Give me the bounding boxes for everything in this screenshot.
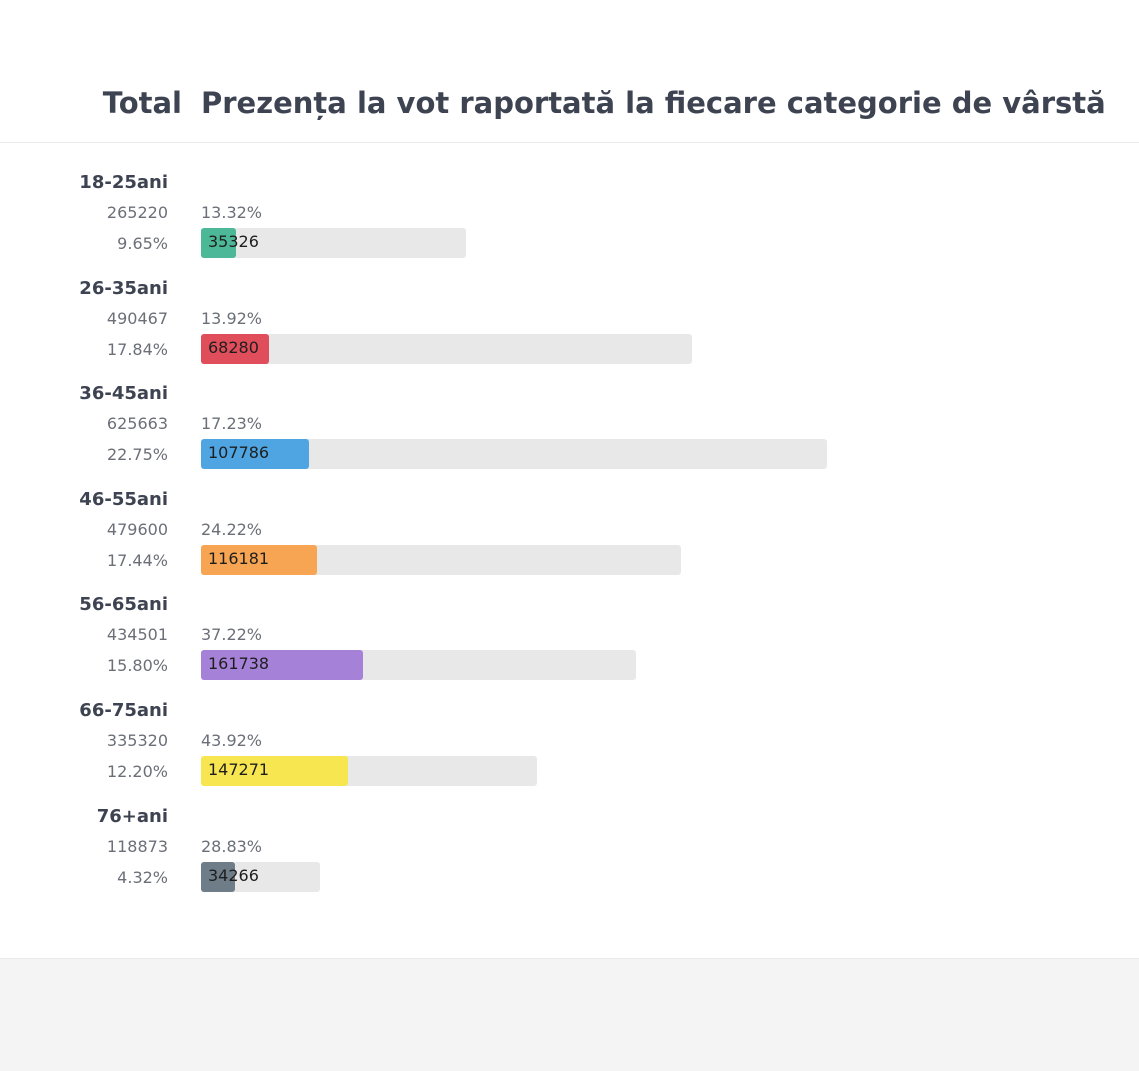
bar-fill: [201, 333, 269, 364]
age-group-share: 17.44%: [106, 550, 168, 570]
age-group: 18-25ani 265220 9.65% 13.32% 35326: [0, 172, 1139, 272]
total-column-heading: Total: [102, 86, 182, 120]
age-group-share: 4.32%: [117, 867, 168, 887]
age-group-share: 22.75%: [106, 445, 168, 465]
bar-track: 35326: [201, 228, 466, 258]
age-group-share: 15.80%: [106, 656, 168, 676]
age-group-total: 265220: [106, 203, 168, 222]
turnout-percent: 37.22%: [201, 625, 263, 645]
bar-fill: [201, 861, 235, 892]
age-group: 66-75ani 335320 12.20% 43.92% 147271: [0, 700, 1139, 800]
bar-fill: [201, 228, 236, 258]
chart-panel: Total Prezența la vot raportată la fieca…: [0, 0, 1139, 959]
bar-track: 107786: [201, 439, 827, 470]
age-group-label: 56-65ani: [79, 594, 168, 616]
age-group-share: 12.20%: [106, 762, 168, 781]
turnout-percent: 24.22%: [201, 519, 263, 539]
age-group-share: 9.65%: [117, 234, 168, 253]
age-group-total: 490467: [106, 308, 168, 328]
bar-fill: [201, 439, 309, 470]
age-group-total: 335320: [106, 731, 168, 750]
age-group-label: 66-75ani: [79, 700, 168, 721]
age-group: 76+ani 118873 4.32% 28.83% 34266: [0, 806, 1139, 906]
age-group: 56-65ani 434501 15.80% 37.22% 161738: [0, 594, 1139, 694]
turnout-percent: 28.83%: [201, 836, 263, 856]
bar-fill: [201, 650, 363, 681]
chart-header: Total Prezența la vot raportată la fieca…: [0, 0, 1139, 143]
bar-value-label: 107786: [208, 443, 270, 463]
bar-value-label: 35326: [208, 232, 259, 251]
bar-fill: [201, 756, 348, 786]
turnout-percent: 17.23%: [201, 414, 263, 434]
turnout-percent: 13.92%: [201, 308, 263, 328]
bar-track: 161738: [201, 650, 636, 681]
bar-track: 116181: [201, 544, 681, 575]
bar-track: 68280: [201, 333, 692, 364]
age-group-total: 118873: [106, 836, 168, 856]
age-group-label: 76+ani: [96, 805, 168, 827]
turnout-percent: 13.32%: [201, 203, 263, 222]
bar-value-label: 161738: [208, 654, 270, 674]
age-group-total: 479600: [106, 519, 168, 539]
age-group-total: 625663: [106, 414, 168, 434]
age-group-label: 36-45ani: [79, 383, 168, 405]
bar-fill: [201, 544, 317, 575]
turnout-percent: 43.92%: [201, 731, 263, 750]
age-group-total: 434501: [106, 625, 168, 645]
age-group-label: 26-35ani: [79, 277, 168, 299]
bar-value-label: 68280: [208, 337, 259, 357]
age-group: 36-45ani 625663 22.75% 17.23% 107786: [0, 383, 1139, 483]
bar-value-label: 147271: [208, 760, 270, 779]
age-group-label: 18-25ani: [79, 172, 168, 193]
age-group: 26-35ani 490467 17.84% 13.92% 68280: [0, 278, 1139, 378]
age-group-share: 17.84%: [106, 339, 168, 359]
age-group: 46-55ani 479600 17.44% 24.22% 116181: [0, 489, 1139, 589]
bar-track: 147271: [201, 756, 537, 786]
age-group-label: 46-55ani: [79, 488, 168, 510]
bar-value-label: 34266: [208, 865, 259, 885]
bar-value-label: 116181: [208, 548, 270, 568]
chart-title: Prezența la vot raportată la fiecare cat…: [201, 86, 1106, 120]
bar-track: 34266: [201, 861, 320, 892]
